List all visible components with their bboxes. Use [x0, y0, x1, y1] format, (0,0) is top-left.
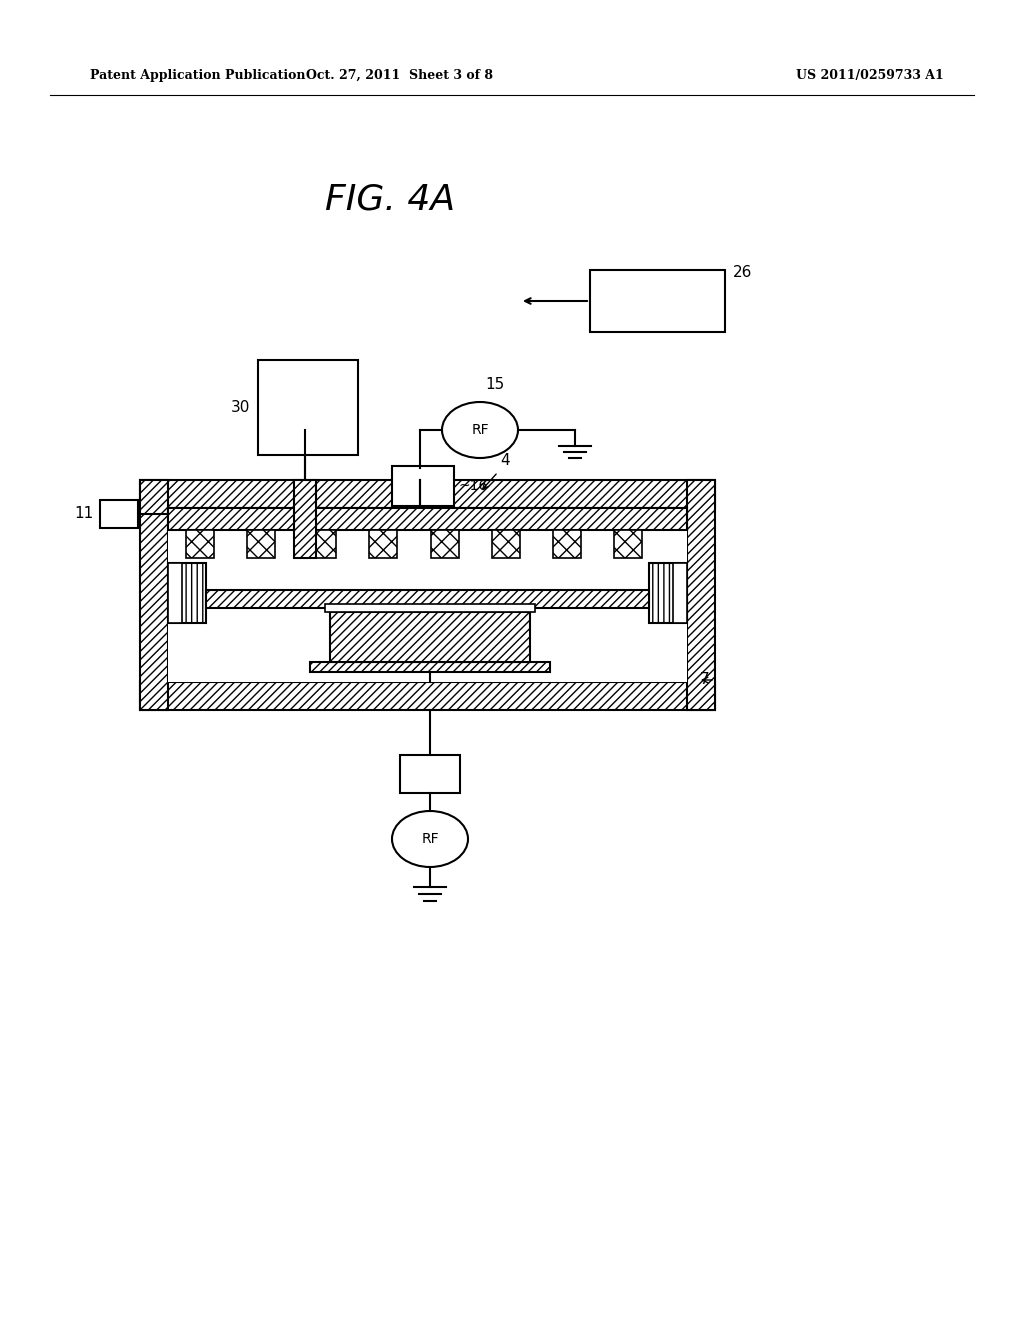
Bar	[206, 590, 649, 609]
Bar	[673, 564, 687, 623]
Bar	[649, 564, 687, 623]
Bar	[140, 480, 715, 508]
Text: 26: 26	[733, 265, 753, 280]
Bar	[294, 480, 316, 558]
Bar	[258, 360, 358, 455]
Text: Oct. 27, 2011  Sheet 3 of 8: Oct. 27, 2011 Sheet 3 of 8	[306, 69, 494, 82]
Bar	[392, 466, 454, 506]
Bar	[168, 508, 687, 682]
Bar	[590, 271, 725, 333]
Text: RF: RF	[471, 422, 488, 437]
Text: 8: 8	[406, 601, 415, 616]
Bar	[310, 663, 550, 672]
Bar	[140, 682, 715, 710]
Text: 2: 2	[520, 598, 529, 612]
Bar	[186, 531, 214, 558]
Bar	[430, 531, 459, 558]
Bar	[553, 531, 581, 558]
Text: Patent Application Publication: Patent Application Publication	[90, 69, 305, 82]
Text: 30: 30	[230, 400, 250, 414]
Bar	[248, 531, 275, 558]
Bar	[308, 531, 337, 558]
Text: US 2011/0259733 A1: US 2011/0259733 A1	[796, 69, 944, 82]
Bar	[140, 480, 168, 710]
Bar	[168, 564, 182, 623]
Bar	[492, 531, 519, 558]
Text: 7: 7	[700, 672, 710, 688]
Bar	[325, 605, 535, 612]
Text: FIG. 4A: FIG. 4A	[325, 183, 455, 216]
Text: 4: 4	[500, 453, 510, 469]
Text: 11: 11	[75, 507, 94, 521]
Text: 15: 15	[485, 378, 504, 392]
Bar	[330, 612, 530, 663]
Text: ~16: ~16	[459, 479, 488, 492]
Ellipse shape	[442, 403, 518, 458]
Bar	[100, 500, 138, 528]
Bar	[168, 508, 687, 531]
Bar	[613, 531, 642, 558]
Ellipse shape	[392, 810, 468, 867]
Text: RF: RF	[421, 832, 439, 846]
Bar	[370, 531, 397, 558]
Bar	[400, 755, 460, 793]
Bar	[168, 564, 206, 623]
Bar	[687, 480, 715, 710]
